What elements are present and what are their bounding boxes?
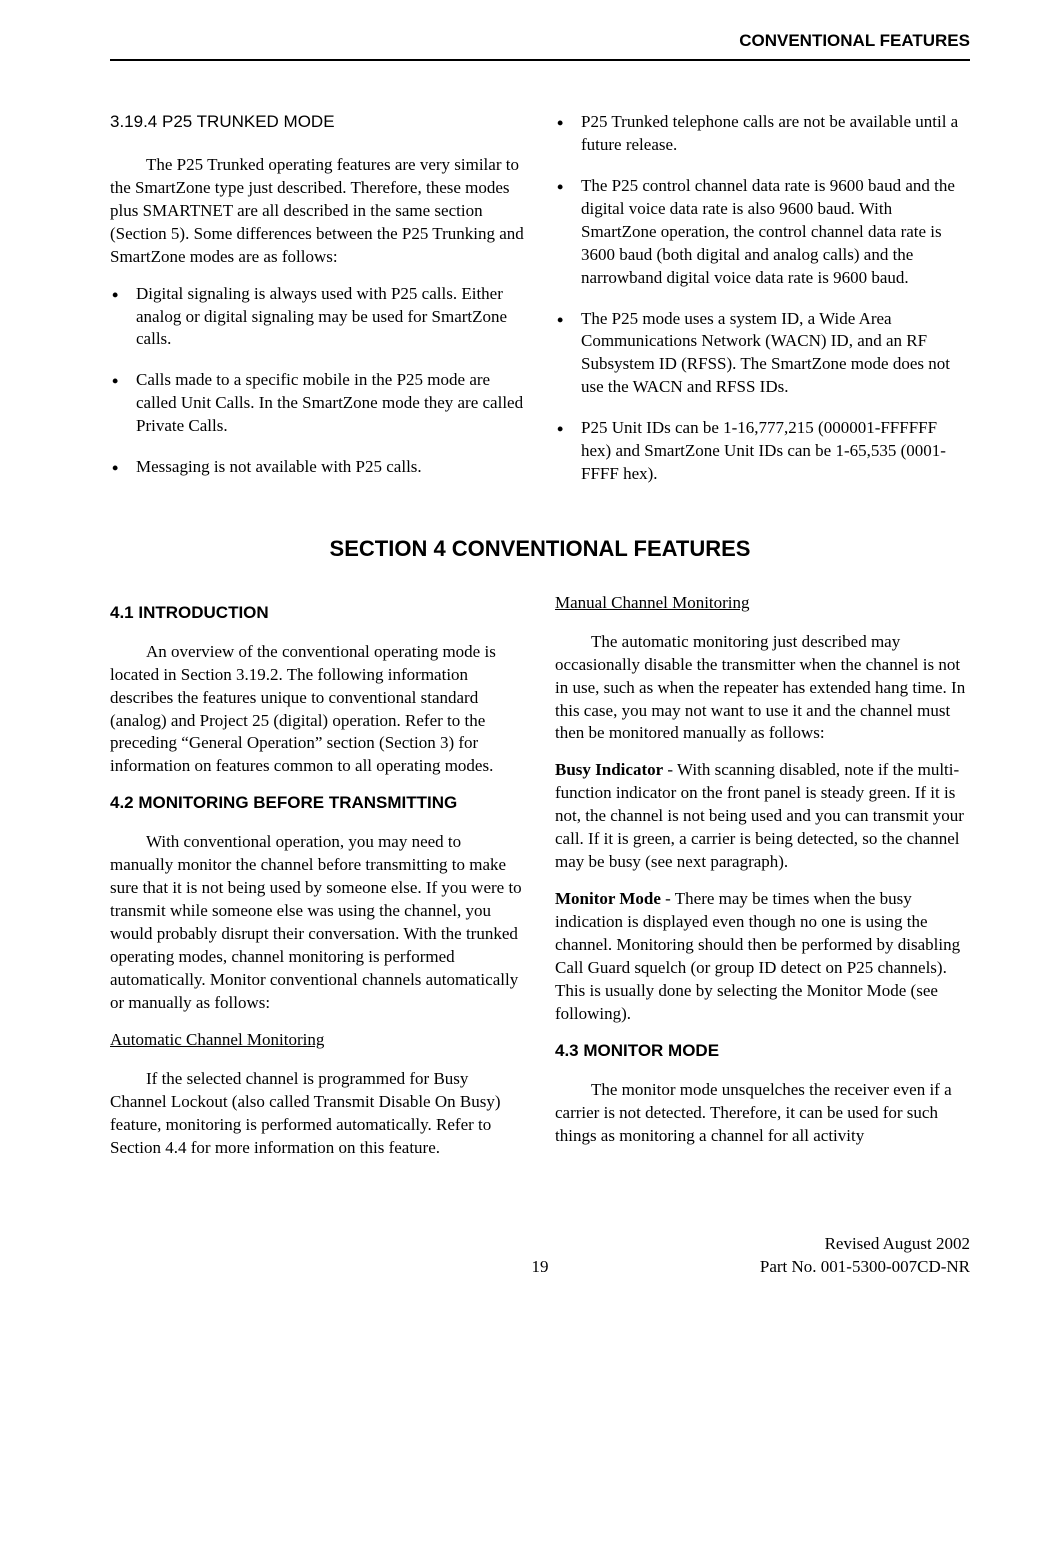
busy-indicator-paragraph: Busy Indicator - With scanning disabled,… bbox=[555, 759, 970, 874]
footer-revision: Revised August 2002 bbox=[683, 1233, 970, 1256]
bullet-item: P25 Unit IDs can be 1-16,777,215 (000001… bbox=[555, 417, 970, 486]
monitor-mode-paragraph: Monitor Mode - There may be times when t… bbox=[555, 888, 970, 1026]
bullet-item: Digital signaling is always used with P2… bbox=[110, 283, 525, 352]
subsection-3-19-4-title: 3.19.4 P25 TRUNKED MODE bbox=[110, 111, 525, 134]
lower-right-col: Manual Channel Monitoring The automatic … bbox=[555, 592, 970, 1174]
footer-right: Revised August 2002 Part No. 001-5300-00… bbox=[683, 1233, 970, 1279]
busy-indicator-label: Busy Indicator bbox=[555, 760, 663, 779]
manual-monitor-paragraph: The automatic monitoring just described … bbox=[555, 631, 970, 746]
intro-4-1-paragraph: An overview of the conventional operatin… bbox=[110, 641, 525, 779]
bullet-item: The P25 mode uses a system ID, a Wide Ar… bbox=[555, 308, 970, 400]
upper-columns: 3.19.4 P25 TRUNKED MODE The P25 Trunked … bbox=[110, 111, 970, 504]
lower-columns: 4.1 INTRODUCTION An overview of the conv… bbox=[110, 592, 970, 1174]
auto-monitor-heading: Automatic Channel Monitoring bbox=[110, 1029, 525, 1052]
monitor-mode-text: - There may be times when the busy indic… bbox=[555, 889, 960, 1023]
header-section-label: CONVENTIONAL FEATURES bbox=[110, 30, 970, 53]
heading-4-3: 4.3 MONITOR MODE bbox=[555, 1040, 970, 1063]
page-footer: 19 Revised August 2002 Part No. 001-5300… bbox=[110, 1233, 970, 1279]
heading-4-1: 4.1 INTRODUCTION bbox=[110, 602, 525, 625]
heading-4-2: 4.2 MONITORING BEFORE TRANSMITTING bbox=[110, 792, 525, 815]
monitor-mode-label: Monitor Mode bbox=[555, 889, 661, 908]
upper-right-col: P25 Trunked telephone calls are not be a… bbox=[555, 111, 970, 504]
header-rule bbox=[110, 59, 970, 61]
footer-part-number: Part No. 001-5300-007CD-NR bbox=[683, 1256, 970, 1279]
auto-monitor-paragraph: If the selected channel is programmed fo… bbox=[110, 1068, 525, 1160]
upper-left-bullets: Digital signaling is always used with P2… bbox=[110, 283, 525, 480]
section-4-title: SECTION 4 CONVENTIONAL FEATURES bbox=[110, 534, 970, 564]
monitoring-paragraph: With conventional operation, you may nee… bbox=[110, 831, 525, 1015]
upper-left-col: 3.19.4 P25 TRUNKED MODE The P25 Trunked … bbox=[110, 111, 525, 504]
bullet-item: The P25 control channel data rate is 960… bbox=[555, 175, 970, 290]
bullet-item: Calls made to a specific mobile in the P… bbox=[110, 369, 525, 438]
upper-right-bullets: P25 Trunked telephone calls are not be a… bbox=[555, 111, 970, 486]
monitor-mode-4-3-paragraph: The monitor mode unsquelches the receive… bbox=[555, 1079, 970, 1148]
bullet-item: Messaging is not available with P25 call… bbox=[110, 456, 525, 479]
footer-page-number: 19 bbox=[397, 1256, 684, 1279]
bullet-item: P25 Trunked telephone calls are not be a… bbox=[555, 111, 970, 157]
manual-monitor-heading: Manual Channel Monitoring bbox=[555, 592, 970, 615]
p25-intro-paragraph: The P25 Trunked operating features are v… bbox=[110, 154, 525, 269]
lower-left-col: 4.1 INTRODUCTION An overview of the conv… bbox=[110, 592, 525, 1174]
